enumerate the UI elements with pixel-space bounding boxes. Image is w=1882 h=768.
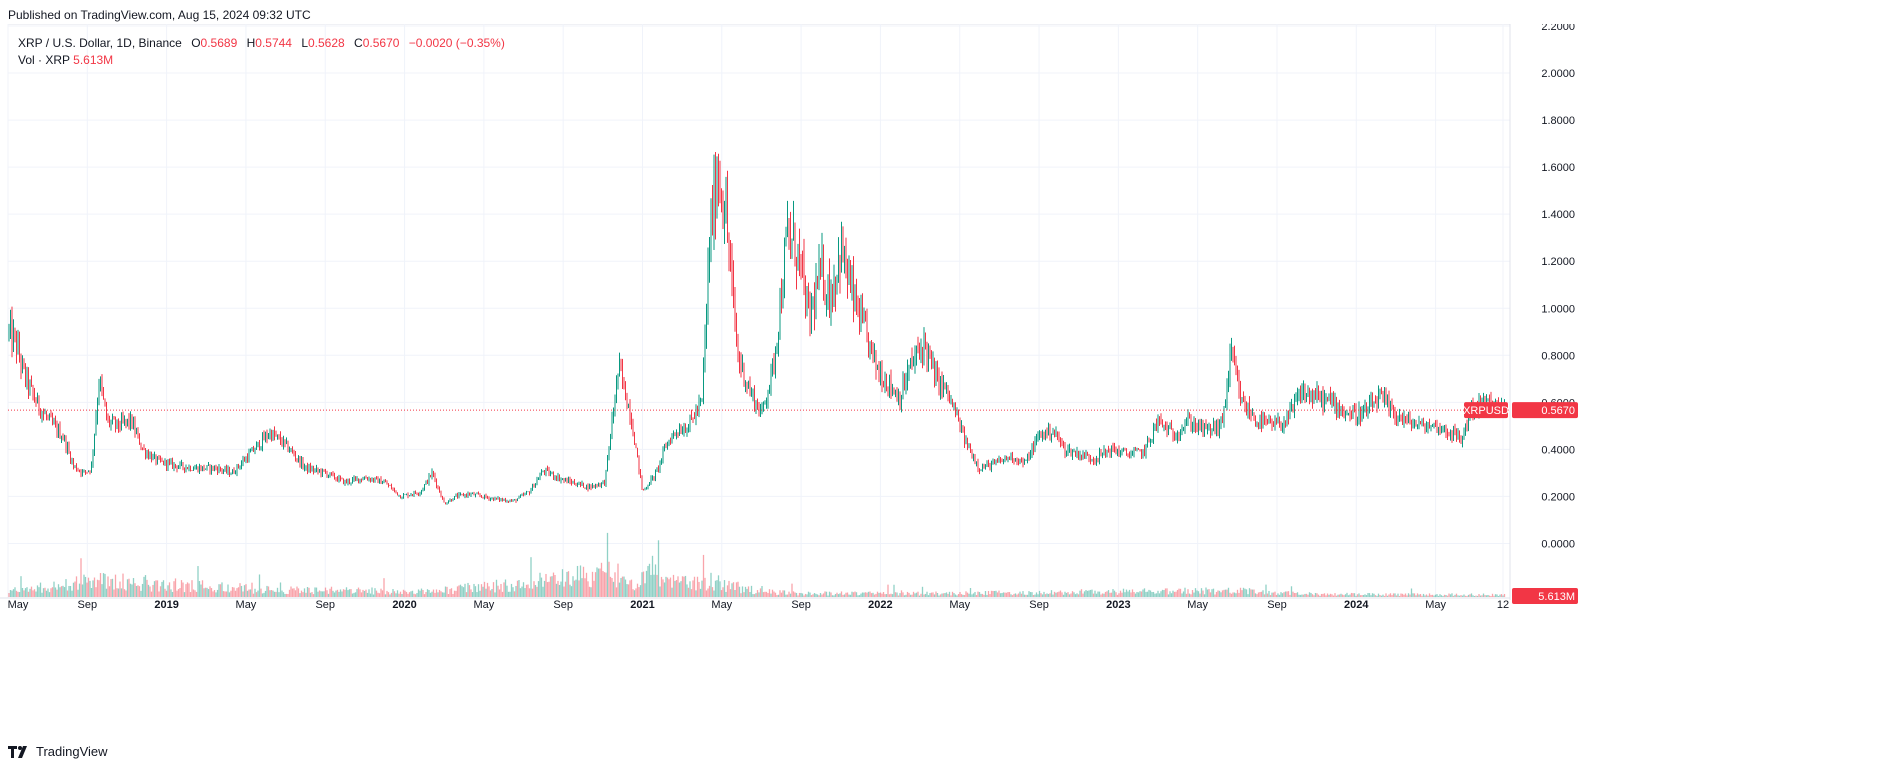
last-price-badge-label: 0.5670 (1541, 405, 1575, 417)
x-tick-label: 2023 (1106, 599, 1130, 611)
legend-volume-value: 5.613M (73, 53, 114, 67)
published-caption: Published on TradingView.com, Aug 15, 20… (8, 8, 311, 22)
y-tick-label: 1.4000 (1541, 209, 1575, 221)
x-tick-label: May (1425, 599, 1446, 611)
x-tick-label: May (236, 599, 257, 611)
y-tick-label: 1.2000 (1541, 256, 1575, 268)
x-tick-label: Sep (553, 599, 573, 611)
x-tick-label: May (473, 599, 494, 611)
x-tick-label: 2022 (868, 599, 892, 611)
legend-open-label: O (191, 36, 201, 50)
candlesticks (8, 152, 1505, 505)
x-tick-label: May (8, 599, 29, 611)
y-tick-label: 2.2000 (1541, 24, 1575, 33)
y-tick-label: 1.6000 (1541, 162, 1575, 174)
footer-brand[interactable]: TradingView (8, 744, 108, 759)
footer-brand-label: TradingView (36, 744, 108, 759)
x-tick-label: 2024 (1344, 599, 1369, 611)
x-tick-label: Sep (78, 599, 98, 611)
price-badges: XRPUSD 0.5670 5.613M (1463, 402, 1578, 604)
volume-badge (1512, 588, 1578, 604)
legend-low-value: 0.5628 (308, 36, 345, 50)
y-tick-label: 2.0000 (1541, 68, 1575, 80)
x-tick-label: Sep (791, 599, 811, 611)
symbol-badge-label: XRPUSD (1463, 405, 1509, 417)
legend-open-value: 0.5689 (200, 36, 238, 50)
legend-volume-row: Vol · XRP 5.613M (18, 52, 511, 69)
x-tick-label: May (1187, 599, 1208, 611)
legend-volume-label[interactable]: Vol · XRP (18, 53, 70, 67)
x-tick-label: Sep (315, 599, 335, 611)
legend-high-value: 0.5744 (255, 36, 292, 50)
tradingview-logo-icon (8, 745, 30, 758)
legend-change-value: −0.0020 (−0.35%) (408, 36, 505, 50)
chart-grid (7, 24, 1511, 599)
y-tick-label: 0.8000 (1541, 350, 1575, 362)
time-axis[interactable]: May Sep 2019 May Sep 2020 May Sep 2021 May Sep 2022… (0, 597, 1510, 611)
y-tick-label: 1.0000 (1541, 303, 1575, 315)
x-tick-label: 2021 (630, 599, 654, 611)
legend-close-label: C (354, 36, 363, 50)
legend-high-label: H (246, 36, 256, 50)
symbol-badge (1464, 402, 1508, 419)
legend-symbol[interactable]: XRP / U.S. Dollar, 1D, Binance (18, 36, 182, 50)
x-tick-label: May (711, 599, 732, 611)
price-axis[interactable]: 2.2000 2.0000 1.8000 1.6000 1.4000 1.2000 1.00… (1509, 24, 1575, 600)
volume-bars (8, 532, 1506, 597)
x-tick-label: Sep (1029, 599, 1049, 611)
y-tick-label: 0.2000 (1541, 491, 1575, 503)
y-tick-label: 0.0000 (1541, 538, 1575, 550)
x-tick-label: Sep (1267, 599, 1287, 611)
legend-ohlc-row: XRP / U.S. Dollar, 1D, Binance O0.5689 H… (18, 35, 511, 52)
x-tick-label: May (949, 599, 970, 611)
last-price-badge (1512, 402, 1578, 419)
x-tick-label: 12 (1497, 599, 1509, 611)
chart-legend: XRP / U.S. Dollar, 1D, Binance O0.5689 H… (18, 35, 511, 69)
y-tick-label: 0.4000 (1541, 444, 1575, 456)
price-chart[interactable]: 2.2000 2.0000 1.8000 1.6000 1.4000 1.2000 1.00… (0, 24, 1882, 744)
x-tick-label: 2019 (154, 599, 178, 611)
x-tick-label: 2020 (392, 599, 416, 611)
y-tick-label: 1.8000 (1541, 115, 1575, 127)
legend-close-value: 0.5670 (362, 36, 400, 50)
legend-low-label: L (301, 36, 308, 50)
plot-frame (7, 24, 1511, 599)
volume-badge-label: 5.613M (1538, 591, 1575, 603)
